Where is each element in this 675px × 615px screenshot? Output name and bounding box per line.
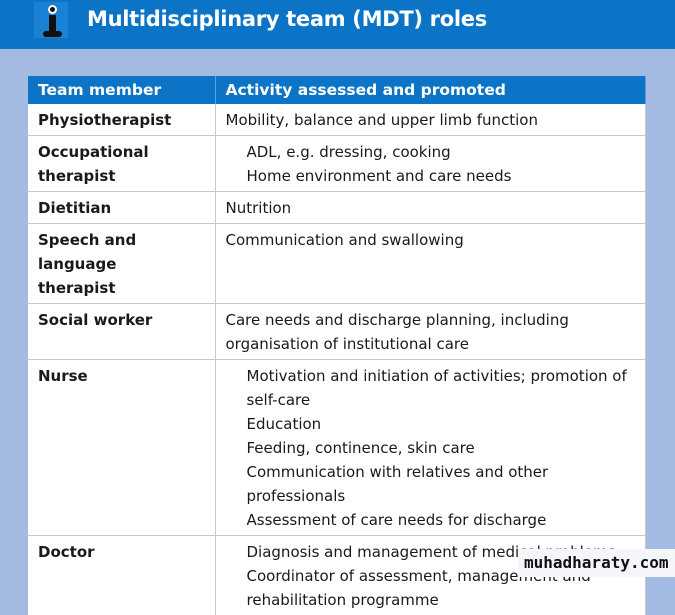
activity-line: Motivation and initiation of activities;… <box>226 364 636 412</box>
team-member-cell: Nurse <box>28 360 215 536</box>
team-member-cell: Social worker <box>28 304 215 360</box>
column-header-member: Team member <box>28 76 215 104</box>
activity-line: ADL, e.g. dressing, cooking <box>226 140 636 164</box>
activity-line: Feeding, continence, skin care <box>226 436 636 460</box>
activity-line: Communication with relatives and other p… <box>226 460 636 508</box>
team-member-cell: Doctor <box>28 536 215 615</box>
activity-cell: Communication and swallowing <box>215 224 646 304</box>
activity-line: Nutrition <box>226 196 636 220</box>
table-row: Physiotherapist Mobility, balance and upp… <box>28 104 646 136</box>
column-header-activity: Activity assessed and promoted <box>215 76 646 104</box>
page-title: Multidisciplinary team (MDT) roles <box>87 7 487 31</box>
info-icon <box>34 2 68 38</box>
title-banner: Multidisciplinary team (MDT) roles <box>0 0 675 49</box>
activity-cell: Motivation and initiation of activities;… <box>215 360 646 536</box>
mdt-roles-table: Team member Activity assessed and promot… <box>28 76 646 615</box>
table-row: Dietitian Nutrition <box>28 192 646 224</box>
activity-line: Home environment and care needs <box>226 164 636 188</box>
activity-line: Care needs and discharge planning, inclu… <box>226 308 636 356</box>
team-member-cell: Physiotherapist <box>28 104 215 136</box>
activity-line: Assessment of care needs for discharge <box>226 508 636 532</box>
activity-cell: Nutrition <box>215 192 646 224</box>
activity-cell: Care needs and discharge planning, inclu… <box>215 304 646 360</box>
team-member-cell: Speech and language therapist <box>28 224 215 304</box>
activity-line: Mobility, balance and upper limb functio… <box>226 108 636 132</box>
watermark: muhadharaty.com <box>518 549 675 577</box>
team-member-cell: Dietitian <box>28 192 215 224</box>
activity-line: Education <box>226 412 636 436</box>
activity-cell: Mobility, balance and upper limb functio… <box>215 104 646 136</box>
activity-line: Communication and swallowing <box>226 228 636 252</box>
table-row: Speech and language therapist Communicati… <box>28 224 646 304</box>
team-member-cell: Occupational therapist <box>28 136 215 192</box>
